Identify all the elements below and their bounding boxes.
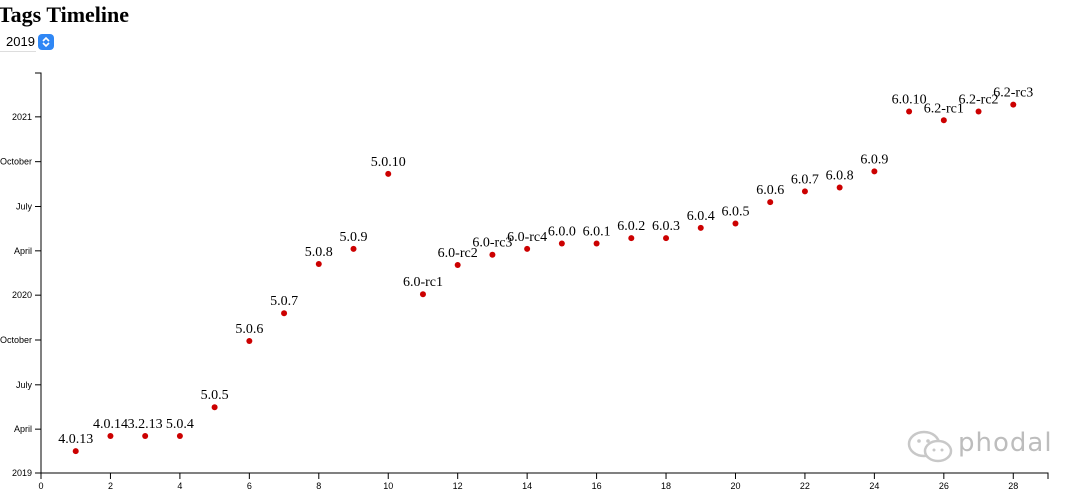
y-tick-label: April (14, 424, 32, 434)
data-point-label: 6.0.9 (860, 152, 888, 167)
data-point (176, 432, 183, 439)
data-point (315, 260, 322, 267)
year-select[interactable]: 2019 (0, 32, 55, 52)
data-point (281, 310, 288, 317)
data-point (697, 224, 704, 231)
x-tick-label: 24 (869, 481, 879, 491)
x-tick-label: 8 (316, 481, 321, 491)
data-point (906, 108, 913, 115)
x-tick-label: 4 (177, 481, 182, 491)
y-tick-label: April (14, 246, 32, 256)
data-point-label: 6.0.10 (892, 92, 927, 107)
data-point-label: 6.0-rc3 (472, 236, 512, 251)
x-tick-label: 16 (592, 481, 602, 491)
data-point-label: 5.0.9 (340, 230, 368, 245)
data-point (107, 432, 114, 439)
data-point (72, 448, 79, 455)
y-tick-label: 2021 (12, 112, 32, 122)
data-point-label: 6.0.2 (617, 219, 645, 234)
data-point-label: 6.0.5 (721, 205, 749, 220)
data-point-label: 5.0.10 (371, 155, 406, 170)
y-tick-label: October (0, 335, 32, 345)
data-point-label: 6.2-rc2 (959, 92, 999, 107)
page-title: Tags Timeline (0, 2, 130, 27)
data-point (211, 404, 218, 411)
x-tick-label: 26 (939, 481, 949, 491)
data-point-label: 6.0.8 (826, 168, 854, 183)
data-point-label: 6.2-rc1 (924, 101, 964, 116)
x-tick-label: 10 (383, 481, 393, 491)
data-point (975, 108, 982, 115)
data-point-label: 6.0.1 (583, 225, 611, 240)
data-point-label: 6.0-rc1 (403, 275, 443, 290)
x-tick-label: 6 (247, 481, 252, 491)
data-point-label: 6.0.0 (548, 225, 576, 240)
data-point (767, 199, 774, 206)
chevron-up-down-icon[interactable] (38, 34, 54, 50)
data-point-label: 6.0-rc2 (438, 246, 478, 261)
x-tick-label: 22 (800, 481, 810, 491)
x-tick-label: 0 (38, 481, 43, 491)
x-tick-label: 12 (453, 481, 463, 491)
wechat-icon (907, 430, 953, 463)
data-point-label: 5.0.4 (166, 417, 194, 432)
data-point-label: 5.0.7 (270, 294, 298, 309)
data-point (940, 117, 947, 124)
y-tick-label: July (16, 380, 33, 390)
data-point (142, 432, 149, 439)
data-point (246, 337, 253, 344)
data-point-label: 5.0.5 (201, 388, 229, 403)
data-point (836, 184, 843, 191)
data-point (801, 188, 808, 195)
y-tick-label: October (0, 157, 32, 167)
x-tick-label: 14 (522, 481, 532, 491)
data-point-label: 4.0.14 (93, 417, 128, 432)
y-tick-label: 2019 (12, 468, 32, 478)
data-point (871, 168, 878, 175)
data-point (558, 240, 565, 247)
data-points: 4.0.134.0.14 3.2.13 5.0.4 5.0.5 5.0.6 5.0.7 5.… (58, 86, 1033, 455)
y-tick-label: 2020 (12, 290, 32, 300)
data-point-label: 4.0.13 (58, 432, 93, 447)
watermark-text: phodal (958, 428, 1053, 458)
data-point (350, 245, 357, 252)
watermark: phodal (904, 426, 1054, 466)
data-point-label: 6.2-rc3 (993, 86, 1033, 101)
data-point-label: 3.2.13 (128, 417, 163, 432)
data-point (419, 291, 426, 298)
data-point-label: 6.0.3 (652, 219, 680, 234)
data-point (663, 235, 670, 242)
data-point-label: 6.0.7 (791, 172, 819, 187)
x-axis-line (40, 472, 1049, 479)
select-underline (0, 51, 36, 52)
x-tick-label: 20 (730, 481, 740, 491)
data-point (524, 245, 531, 252)
data-point-label: 6.0-rc4 (507, 230, 547, 245)
year-select-value: 2019 (6, 34, 35, 49)
data-point-label: 6.0.4 (687, 209, 715, 224)
data-point (454, 261, 461, 268)
x-axis: 0 2 4 6 8 10 12 14 16 18 20 22 24 26 28 (38, 472, 1049, 491)
y-axis-line (35, 72, 42, 474)
data-point-label: 5.0.8 (305, 245, 333, 260)
y-tick-label: July (16, 201, 33, 211)
y-axis: 2019 April July October 2020 April July October… (0, 72, 42, 478)
x-tick-label: 28 (1008, 481, 1018, 491)
x-tick-label: 18 (661, 481, 671, 491)
data-point-label: 6.0.6 (756, 183, 784, 198)
x-tick-label: 2 (108, 481, 113, 491)
data-point (1010, 101, 1017, 108)
data-point-label: 5.0.6 (235, 322, 263, 337)
data-point (732, 220, 739, 227)
data-point (593, 240, 600, 247)
data-point (385, 170, 392, 177)
data-point (489, 251, 496, 258)
data-point (628, 235, 635, 242)
